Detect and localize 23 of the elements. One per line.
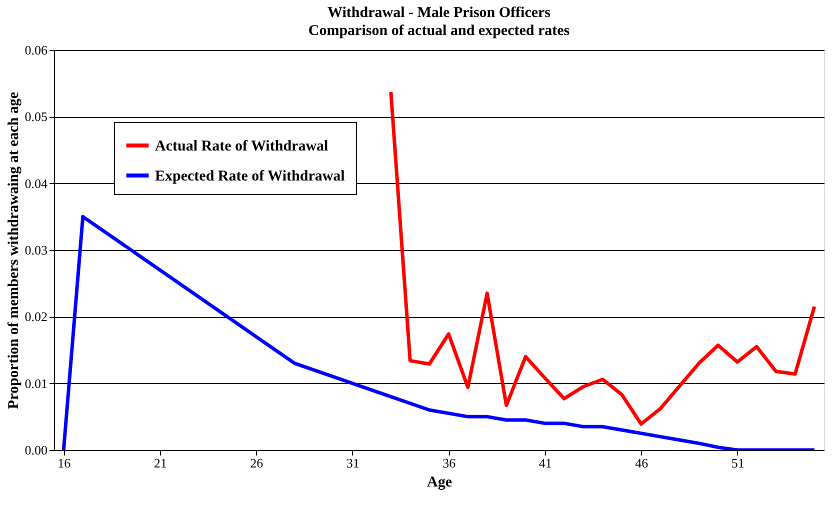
line-series — [389, 90, 816, 426]
chart-subtitle: Comparison of actual and expected rates — [308, 23, 570, 39]
x-tick-label: 51 — [731, 456, 744, 470]
x-tick-label: 36 — [442, 456, 456, 470]
y-tick-label: 0.00 — [24, 442, 48, 458]
y-tick-label: 0.01 — [24, 376, 48, 391]
x-tick-label: 41 — [538, 456, 552, 470]
y-tick-label: 0.04 — [24, 176, 48, 191]
legend-label: Actual Rate of Withdrawal — [155, 138, 328, 154]
y-axis-title: Proportion of members withdrawaing at each age — [6, 92, 22, 410]
x-tick-label: 26 — [250, 456, 264, 470]
y-tick-label: 0.05 — [24, 109, 48, 124]
x-tick-label: 21 — [154, 456, 167, 470]
x-tick-label: 31 — [346, 456, 360, 470]
x-tick-label: 46 — [635, 456, 649, 470]
y-tick-label: 0.06 — [24, 42, 48, 58]
line-series — [62, 214, 816, 450]
y-tick-label: 0.02 — [24, 309, 48, 324]
x-tick-label: 16 — [58, 456, 72, 470]
x-axis-title: Age — [427, 474, 452, 490]
legend-label: Expected Rate of Withdrawal — [155, 168, 345, 184]
chart-title: Withdrawal - Male Prison Officers — [327, 5, 551, 21]
y-tick-label: 0.03 — [24, 242, 48, 258]
